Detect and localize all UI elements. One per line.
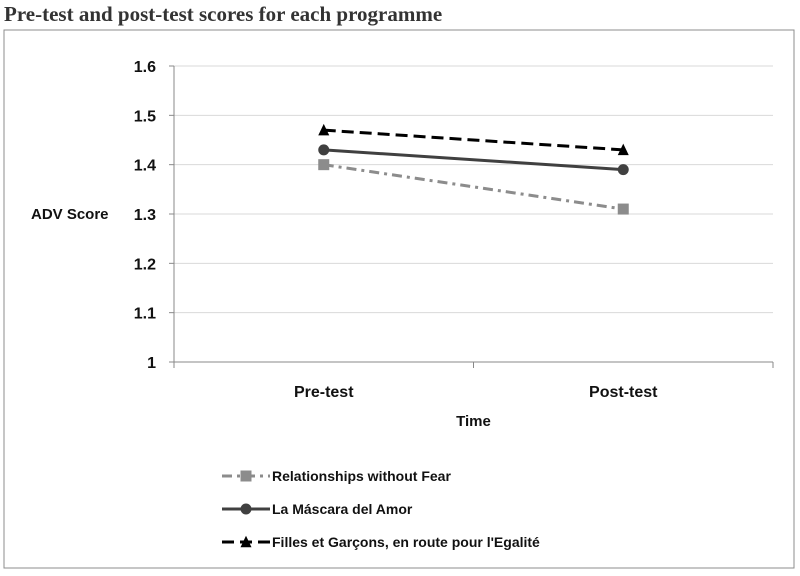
x-tick-label: Pre-test (294, 384, 354, 401)
data-point (617, 164, 629, 176)
legend-marker (240, 470, 252, 482)
y-tick-label: 1 (147, 355, 156, 372)
data-point (318, 159, 330, 171)
x-axis-title: Time (456, 413, 491, 430)
data-point (617, 203, 629, 215)
y-tick-label: 1.6 (134, 59, 156, 76)
y-axis-title: ADV Score (31, 206, 109, 223)
data-point (318, 123, 330, 136)
legend-marker (240, 535, 252, 548)
y-tick-label: 1.1 (134, 306, 156, 323)
y-tick-label: 1.2 (134, 256, 156, 273)
y-tick-label: 1.4 (134, 158, 156, 175)
y-tick-label: 1.3 (134, 207, 156, 224)
axes: 1 1.1 1.2 1.3 1.4 1.5 1.6 Pre-test Post-test ADV … (31, 59, 774, 430)
data-point (617, 143, 629, 156)
legend-label: La Máscara del Amor (272, 501, 413, 517)
legend: Relationships without Fear La Máscara del… (222, 468, 540, 550)
y-tick-label: 1.5 (134, 108, 156, 125)
legend-marker (240, 503, 252, 515)
series-line-0 (323, 163, 624, 211)
x-tick-label: Post-test (589, 384, 658, 401)
series-line-2 (323, 128, 624, 152)
series-group (318, 123, 629, 215)
chart-frame (3, 29, 795, 569)
chart-title: Pre-test and post-test scores for each p… (4, 2, 443, 26)
legend-label: Relationships without Fear (272, 468, 451, 484)
series-line-1 (323, 148, 624, 172)
gridlines (174, 65, 773, 314)
data-point (318, 144, 330, 156)
legend-label: Filles et Garçons, en route pour l'Egali… (272, 534, 540, 550)
